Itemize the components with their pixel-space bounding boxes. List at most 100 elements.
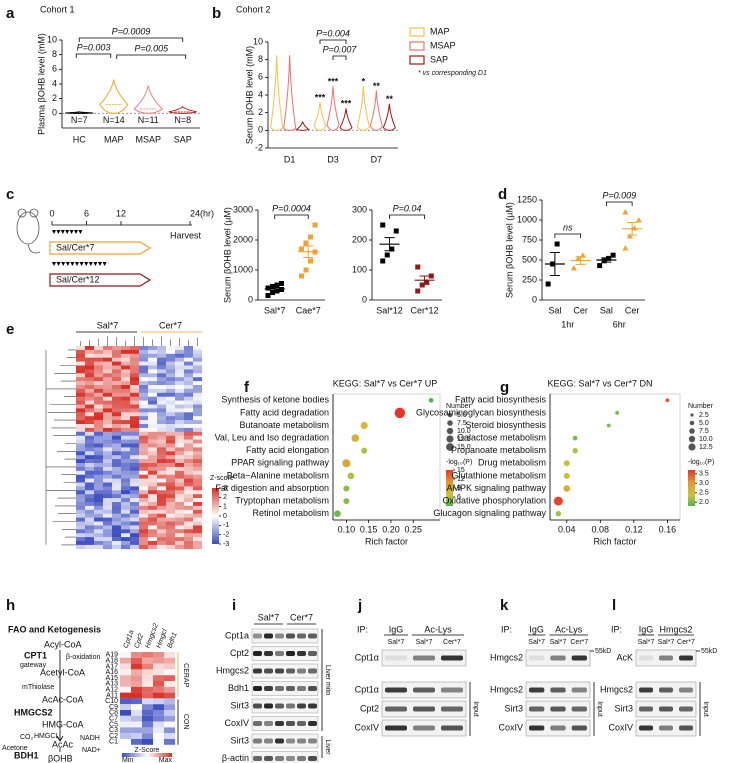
heatmap-cell bbox=[112, 377, 121, 382]
blot-band bbox=[413, 706, 435, 712]
heatmap-cell bbox=[130, 537, 139, 542]
heatmap-cell bbox=[193, 396, 202, 401]
heatmap-cell bbox=[142, 710, 153, 716]
heatmap-cell bbox=[85, 392, 94, 397]
bracket bbox=[274, 214, 309, 219]
y-tick-label: PPAR signaling pathway bbox=[231, 458, 329, 468]
heatmap-cell bbox=[184, 478, 193, 483]
bubble bbox=[665, 398, 670, 403]
heatmap-cell bbox=[157, 494, 166, 499]
heatmap-cell bbox=[175, 502, 184, 507]
heatmap-cell bbox=[148, 517, 157, 522]
heatmap-cell bbox=[112, 424, 121, 429]
heatmap-cell bbox=[166, 517, 175, 522]
heatmap-cell bbox=[120, 698, 131, 705]
heatmap-cell bbox=[130, 408, 139, 413]
heatmap-cell bbox=[130, 478, 139, 483]
heatmap-cell bbox=[157, 486, 166, 491]
heatmap-cell bbox=[130, 502, 139, 507]
heatmap-cell bbox=[94, 392, 103, 397]
heatmap-cell bbox=[139, 529, 148, 534]
heatmap-cell bbox=[175, 427, 184, 433]
heatmap-cell bbox=[103, 388, 112, 394]
blot-band bbox=[264, 756, 273, 761]
heatmap-cell bbox=[175, 392, 184, 397]
blot-frame bbox=[251, 698, 319, 714]
pathway-node: HMGCL bbox=[34, 733, 59, 740]
data-point bbox=[419, 282, 425, 288]
heatmap-cell bbox=[164, 739, 175, 745]
heatmap-cell bbox=[148, 513, 157, 518]
heatmap-cell bbox=[112, 505, 121, 511]
heatmap-cell bbox=[157, 431, 166, 436]
bracket bbox=[78, 37, 184, 42]
blot-frame bbox=[251, 646, 319, 661]
heatmap-cell bbox=[112, 381, 121, 386]
heatmap-cell bbox=[139, 388, 148, 394]
blot-band bbox=[297, 756, 306, 761]
pathway-node: gateway bbox=[20, 662, 47, 669]
blot-band bbox=[529, 725, 545, 731]
heatmap-cell bbox=[112, 517, 121, 522]
heatmap-cell bbox=[153, 686, 164, 693]
heatmap-cell bbox=[121, 435, 130, 440]
blot-band bbox=[275, 668, 284, 674]
annotation: P=0.0004 bbox=[272, 203, 311, 213]
x-tick-label: Cer bbox=[573, 305, 588, 315]
heatmap-cell bbox=[139, 400, 148, 405]
significance-star: *** bbox=[315, 92, 326, 102]
heatmap-cell bbox=[85, 381, 94, 386]
pathway-node: Acetyl-CoA bbox=[40, 667, 85, 677]
heatmap-cell bbox=[85, 400, 94, 405]
heatmap-cell bbox=[85, 385, 94, 390]
heatmap-cell bbox=[164, 710, 175, 716]
injection bbox=[93, 262, 98, 266]
heatmap-cell bbox=[103, 490, 112, 495]
heatmap-cell bbox=[148, 365, 157, 370]
blot-band bbox=[286, 703, 295, 709]
group-label: 6hr bbox=[613, 319, 626, 329]
injection bbox=[56, 230, 61, 234]
heatmap-cell bbox=[85, 517, 94, 522]
heatmap-cell bbox=[193, 365, 202, 370]
violin bbox=[168, 105, 197, 114]
heatmap-cell bbox=[148, 451, 157, 456]
heatmap-cell bbox=[94, 513, 103, 518]
heatmap-cell bbox=[175, 459, 184, 464]
heatmap-cell bbox=[103, 377, 112, 382]
heatmap-cell bbox=[112, 408, 121, 413]
x-tick-label: Cae*7 bbox=[296, 305, 321, 315]
heatmap-cell bbox=[164, 721, 175, 728]
heatmap-cell bbox=[166, 466, 175, 472]
heatmap-cell bbox=[94, 455, 103, 460]
heatmap-cell bbox=[130, 529, 139, 534]
row-label: A19 bbox=[106, 652, 119, 659]
heatmap-cell bbox=[94, 404, 103, 409]
heatmap-cell bbox=[139, 490, 148, 495]
row-label: CoxIV bbox=[608, 722, 633, 732]
heatmap-cell bbox=[121, 385, 130, 390]
y-tick-label: 8 bbox=[52, 49, 57, 59]
heatmap-cell bbox=[157, 478, 166, 483]
pathway-node: βOHB bbox=[48, 753, 73, 763]
heatmap-cell bbox=[184, 470, 193, 475]
heatmap-cell bbox=[193, 439, 202, 444]
heatmap-cell bbox=[175, 420, 184, 425]
heatmap-cell bbox=[76, 408, 85, 413]
heatmap-cell bbox=[120, 739, 131, 745]
blot-band bbox=[413, 725, 435, 731]
y-tick-label: 0 bbox=[258, 125, 263, 135]
legend-min: Min bbox=[122, 757, 133, 763]
heatmap-cell bbox=[76, 353, 85, 358]
heatmap-cell bbox=[193, 498, 202, 503]
heatmap-cell bbox=[85, 513, 94, 518]
y-tick-label: 200 bbox=[352, 234, 367, 244]
size-legend bbox=[689, 428, 695, 434]
heatmap-cell bbox=[103, 529, 112, 534]
heatmap-cell bbox=[193, 509, 202, 514]
heatmap-cell bbox=[139, 420, 148, 425]
heatmap-cell bbox=[103, 353, 112, 358]
bubble bbox=[563, 460, 570, 467]
data-point bbox=[610, 252, 616, 258]
heatmap-cell bbox=[139, 412, 148, 417]
